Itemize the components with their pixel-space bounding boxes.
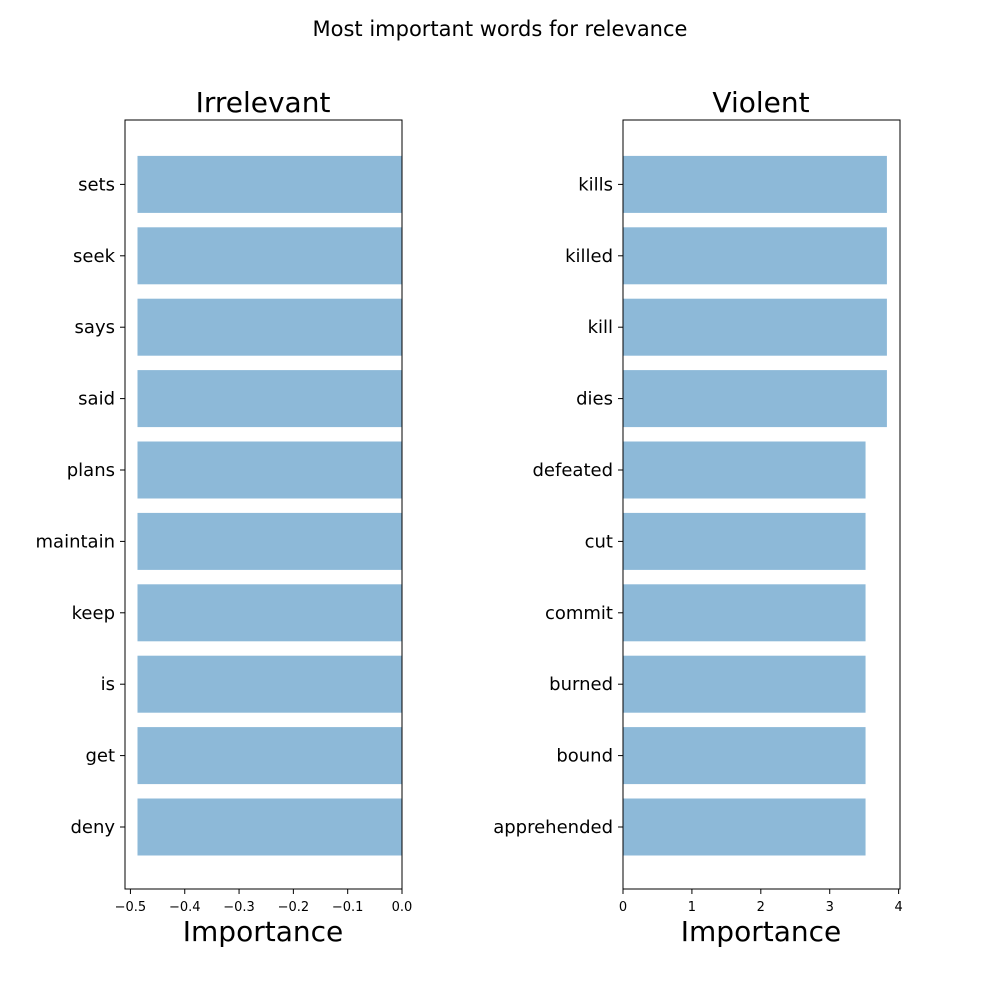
bar-kills bbox=[623, 155, 887, 213]
figure-title: Most important words for relevance bbox=[313, 17, 688, 41]
y-tick-label: kills bbox=[578, 174, 613, 195]
x-tick-label: 2 bbox=[757, 900, 765, 915]
panel-violent: apprehended bound burned commit cut defeated d… bbox=[493, 86, 903, 948]
y-tick-label: dies bbox=[576, 389, 613, 410]
x-axis-label-violent: Importance bbox=[681, 915, 841, 948]
x-tick-label: −0.3 bbox=[223, 900, 255, 915]
x-tick-label: 0.0 bbox=[392, 900, 413, 915]
bar-maintain bbox=[137, 512, 402, 570]
bar-burned bbox=[623, 655, 866, 713]
y-ticks-irrelevant: deny get is keep maintain plans said says seek se… bbox=[36, 174, 125, 838]
bars-irrelevant bbox=[137, 155, 402, 856]
y-tick-label: sets bbox=[78, 174, 115, 195]
bar-get bbox=[137, 727, 402, 785]
y-tick-label: seek bbox=[73, 246, 116, 267]
subplot-title-violent: Violent bbox=[712, 86, 809, 119]
bar-kill bbox=[623, 298, 887, 356]
x-tick-label: 4 bbox=[894, 900, 902, 915]
y-tick-label: says bbox=[75, 317, 115, 338]
y-tick-label: maintain bbox=[36, 531, 115, 552]
x-tick-label: 3 bbox=[826, 900, 834, 915]
x-ticks-violent: 0 1 2 3 4 bbox=[619, 889, 903, 915]
bar-seek bbox=[137, 227, 402, 285]
y-tick-label: defeated bbox=[533, 460, 614, 481]
y-tick-label: get bbox=[85, 746, 115, 767]
x-tick-label: 0 bbox=[619, 900, 627, 915]
bar-said bbox=[137, 370, 402, 428]
y-ticks-violent: apprehended bound burned commit cut defeated d… bbox=[493, 174, 623, 838]
bar-keep bbox=[137, 584, 402, 642]
bar-bound bbox=[623, 727, 866, 785]
x-axis-label-irrelevant: Importance bbox=[183, 915, 343, 948]
x-ticks-irrelevant: −0.5 −0.4 −0.3 −0.2 −0.1 0.0 bbox=[115, 889, 413, 915]
y-tick-label: commit bbox=[545, 603, 613, 624]
bar-commit bbox=[623, 584, 866, 642]
bar-deny bbox=[137, 798, 402, 856]
y-tick-label: burned bbox=[549, 674, 613, 695]
y-tick-label: apprehended bbox=[493, 817, 613, 838]
bar-apprehended bbox=[623, 798, 866, 856]
y-tick-label: kill bbox=[588, 317, 613, 338]
bar-plans bbox=[137, 441, 402, 499]
subplot-title-irrelevant: Irrelevant bbox=[196, 86, 331, 119]
plot-frame-violent bbox=[622, 119, 901, 890]
y-tick-label: bound bbox=[556, 746, 613, 767]
bar-says bbox=[137, 298, 402, 356]
bar-killed bbox=[623, 227, 887, 285]
y-tick-label: is bbox=[101, 674, 115, 695]
x-tick-label: −0.2 bbox=[278, 900, 310, 915]
y-tick-label: plans bbox=[67, 460, 115, 481]
y-tick-label: cut bbox=[585, 531, 613, 552]
bar-defeated bbox=[623, 441, 866, 499]
x-tick-label: −0.5 bbox=[115, 900, 147, 915]
panel-irrelevant: deny get is keep maintain plans said says seek se… bbox=[36, 86, 413, 948]
bars-violent bbox=[623, 155, 887, 856]
bar-is bbox=[137, 655, 402, 713]
y-tick-label: said bbox=[78, 389, 115, 410]
x-tick-label: −0.1 bbox=[332, 900, 364, 915]
plot-frame-irrelevant bbox=[124, 119, 403, 890]
bar-cut bbox=[623, 512, 866, 570]
x-tick-label: 1 bbox=[688, 900, 696, 915]
y-tick-label: keep bbox=[72, 603, 115, 624]
y-tick-label: killed bbox=[565, 246, 613, 267]
bar-sets bbox=[137, 155, 402, 213]
x-tick-label: −0.4 bbox=[169, 900, 201, 915]
y-tick-label: deny bbox=[70, 817, 115, 838]
bar-dies bbox=[623, 370, 887, 428]
